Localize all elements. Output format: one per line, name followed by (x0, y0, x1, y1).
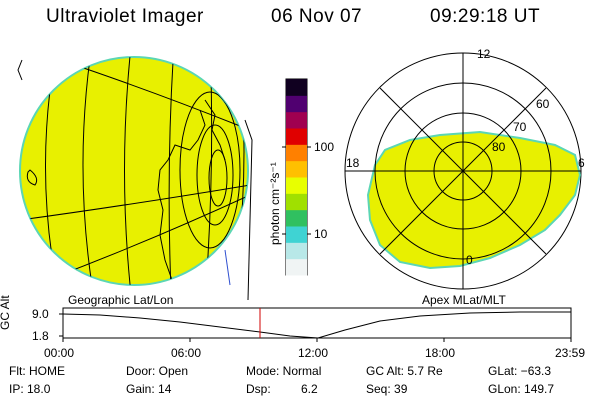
dsp-value: 6.2 (301, 382, 318, 396)
colorbar-segment (286, 79, 307, 96)
timeline-x-tick-0600: 06:00 (171, 346, 202, 360)
colorbar-unit-label: photon cm⁻²s⁻¹ (268, 162, 282, 245)
dsp-label: Dsp: (246, 382, 271, 396)
geographic-image-panel (17, 56, 253, 301)
colorbar-segment (286, 95, 307, 113)
polar-panel-label: Apex MLat/MLT (422, 293, 506, 307)
instrument-title: Ultraviolet Imager (46, 6, 204, 27)
geographic-latitude: GLat: −63.3 (488, 364, 552, 378)
timeline-y-tick-1-8: 1.8 (32, 329, 49, 343)
timeline-y-tick-9: 9.0 (32, 307, 49, 321)
colorbar-segment (286, 258, 307, 276)
colorbar-segment (286, 128, 307, 145)
geographic-longitude: GLon: 149.7 (488, 382, 555, 396)
timeline-x-tick-1200: 12:00 (298, 346, 329, 360)
mode-status: Mode: Normal (246, 364, 322, 378)
gain-value: Gain: 14 (126, 382, 172, 396)
ip-value: IP: 18.0 (9, 382, 51, 396)
mlt-label-12: 12 (477, 47, 491, 61)
flight-status: Flt: HOME (9, 364, 65, 378)
colorbar-tick-100: 100 (314, 140, 335, 154)
time-label: 09:29:18 UT (430, 6, 541, 27)
geo-emission-disk (19, 56, 249, 286)
colorbar-segment (286, 209, 307, 227)
colorbar-segment (286, 111, 307, 129)
colorbar-segment (286, 242, 307, 260)
timeline-y-axis-label: GC Alt (0, 295, 12, 330)
mlat-label-60: 60 (536, 97, 550, 111)
colorbar-segment (286, 177, 307, 194)
mlt-label-0: 0 (466, 253, 473, 267)
mlt-label-18: 18 (346, 156, 360, 170)
colorbar-segment (286, 144, 307, 162)
gc-altitude: GC Alt: 5.7 Re (366, 364, 443, 378)
date-label: 06 Nov 07 (271, 6, 363, 27)
colorbar-segment (286, 226, 307, 243)
altitude-timeline (59, 307, 572, 342)
mlt-label-6: 6 (578, 156, 585, 170)
mlat-label-80: 80 (492, 140, 506, 154)
altitude-curve (62, 311, 571, 339)
colorbar (282, 78, 311, 276)
timeline-x-tick-2359: 23:59 (555, 346, 586, 360)
auroral-oval (366, 130, 581, 270)
sequence-number: Seq: 39 (366, 382, 408, 396)
polar-image-panel (344, 52, 582, 290)
timeline-x-tick-0000: 00:00 (44, 346, 75, 360)
timeline-x-tick-1800: 18:00 (425, 346, 456, 360)
mlat-label-70: 70 (513, 120, 527, 134)
geo-panel-label: Geographic Lat/Lon (68, 293, 174, 307)
colorbar-segment (286, 160, 307, 178)
polar-grid (345, 53, 581, 289)
door-status: Door: Open (126, 364, 189, 378)
colorbar-segment (286, 193, 307, 211)
colorbar-tick-10: 10 (314, 227, 328, 241)
